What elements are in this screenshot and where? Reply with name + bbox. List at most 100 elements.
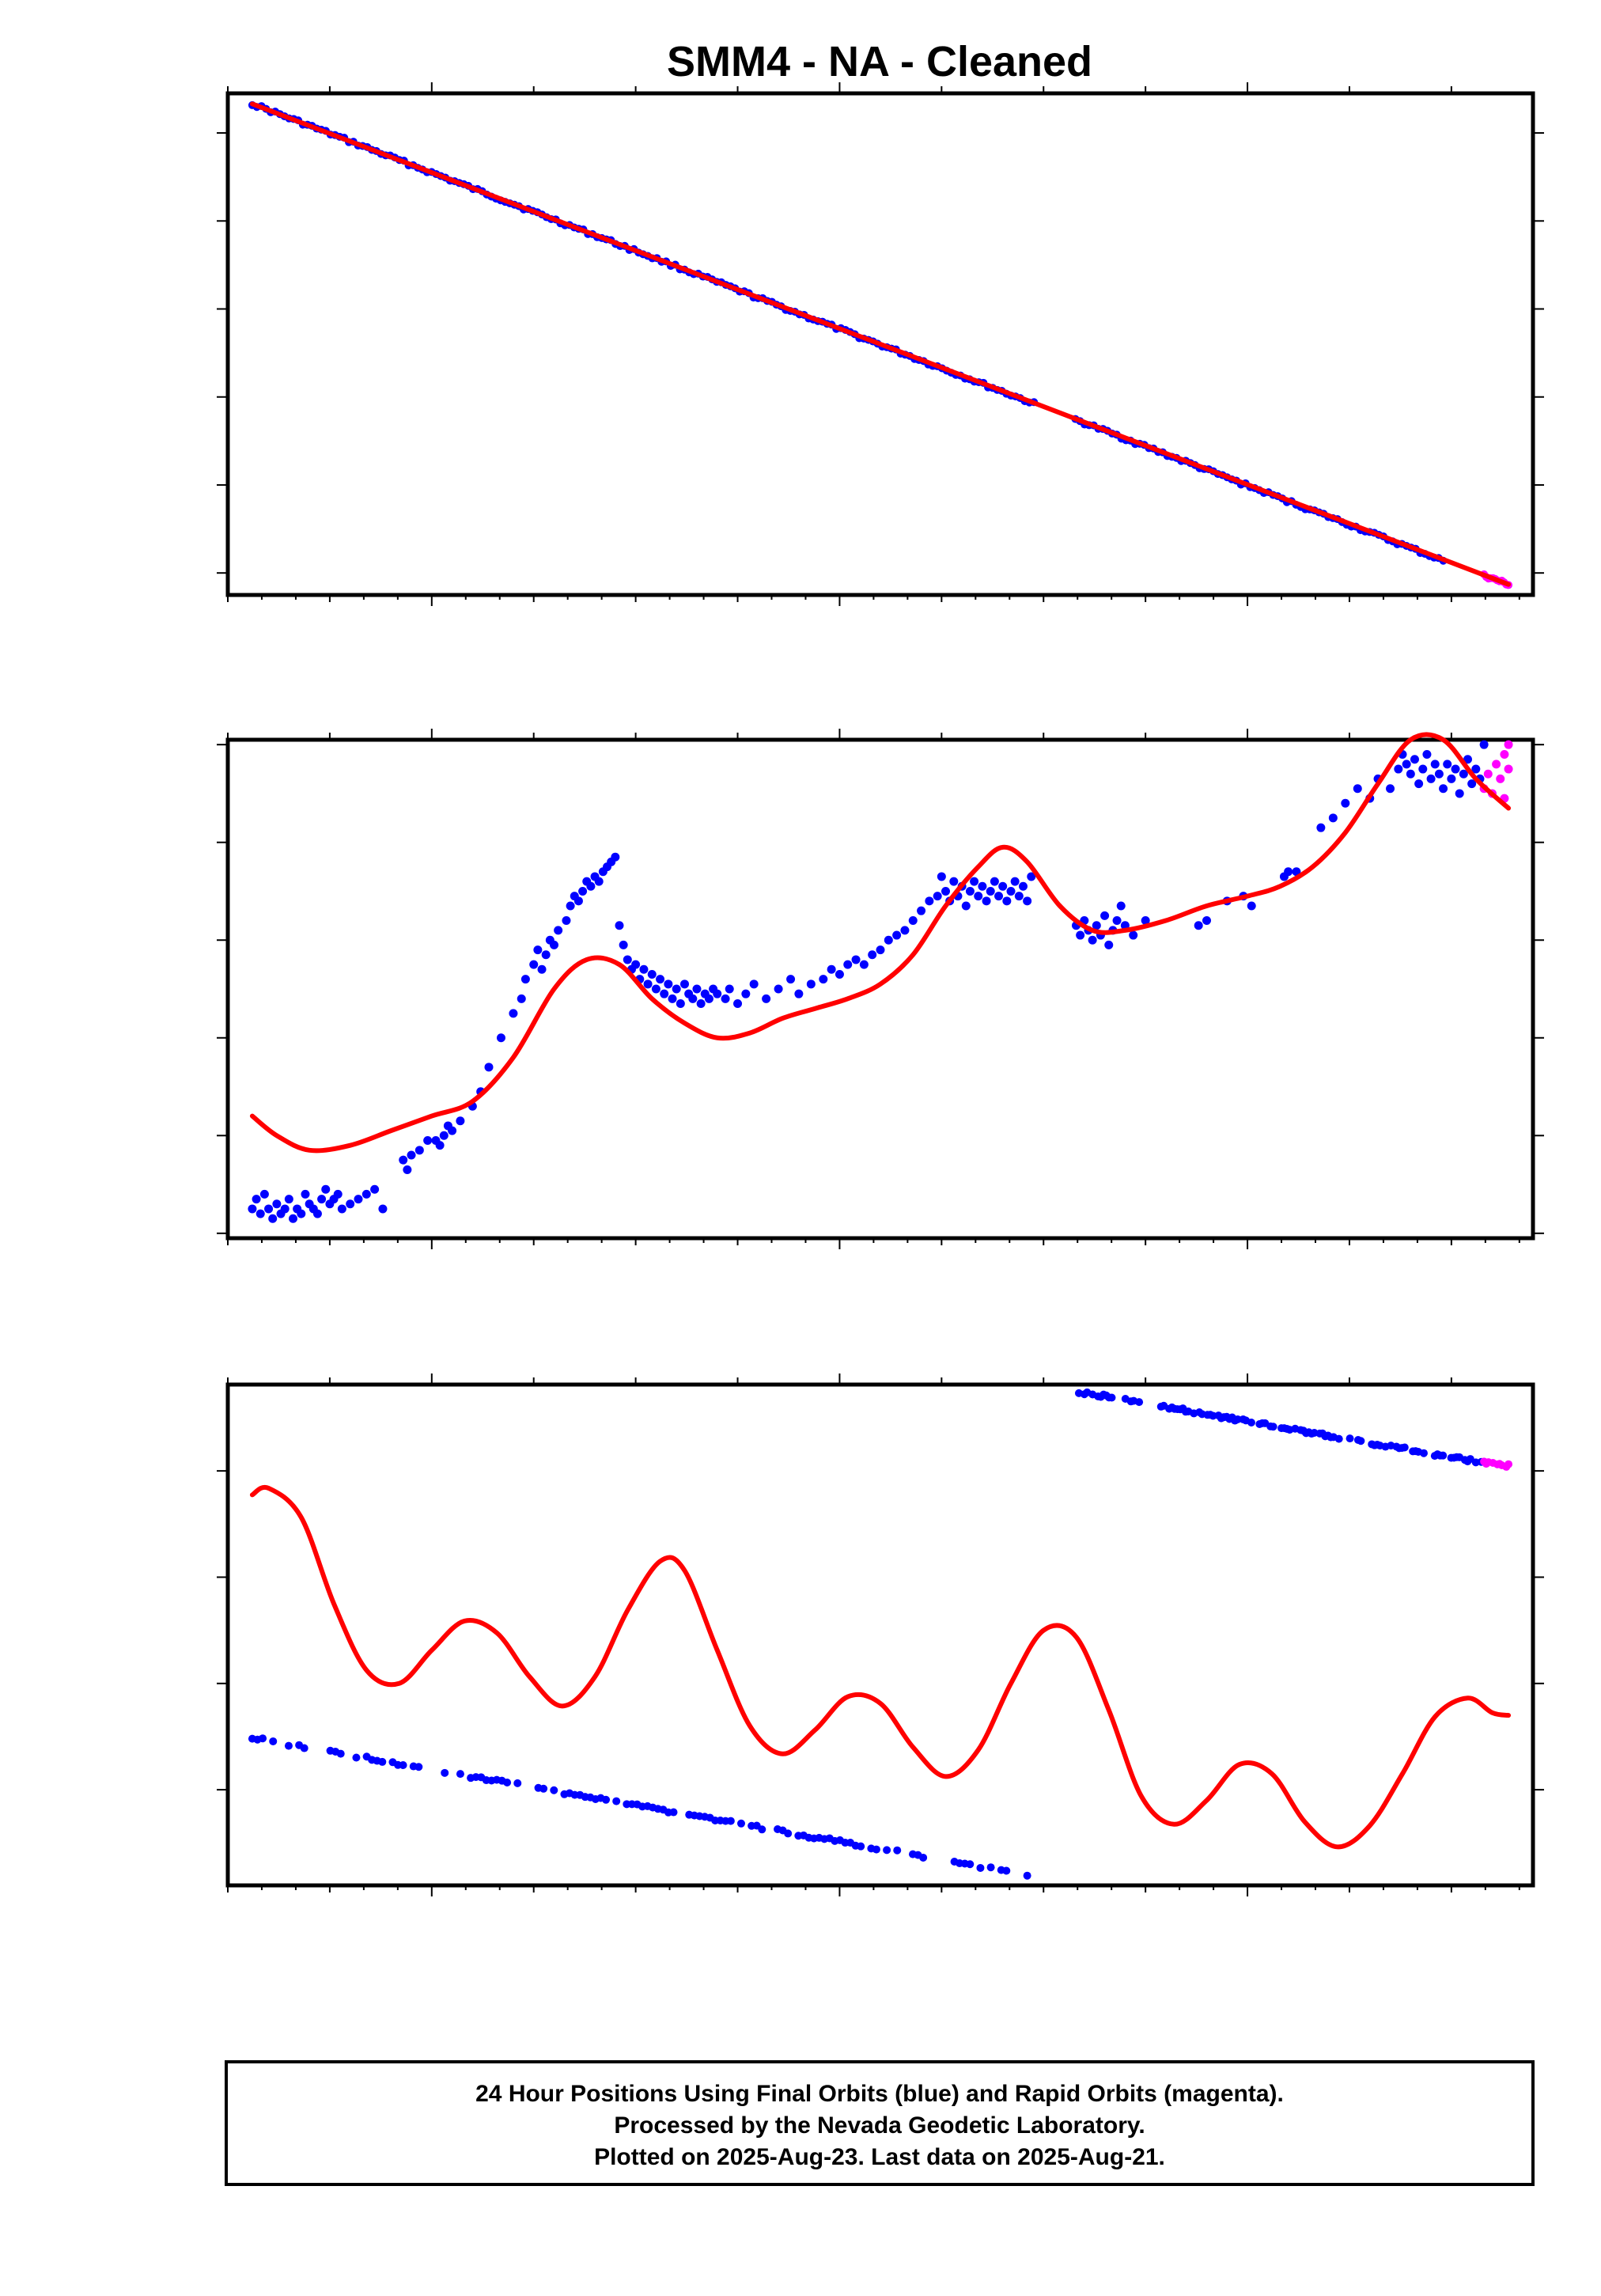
final-orbit-point xyxy=(669,1808,678,1817)
final-orbit-point xyxy=(496,1033,505,1043)
final-orbit-point xyxy=(1430,760,1440,769)
final-orbit-point xyxy=(539,1784,548,1793)
model-fit-curve xyxy=(249,1484,1512,1850)
final-orbit-point xyxy=(1316,823,1326,832)
final-orbit-point xyxy=(566,901,575,911)
final-orbit-point xyxy=(1247,1418,1255,1426)
east-panel xyxy=(217,82,1544,606)
final-orbit-point xyxy=(554,926,563,935)
final-orbit-point xyxy=(1357,1437,1365,1445)
final-orbit-point xyxy=(941,886,950,896)
final-orbit-point xyxy=(619,940,628,949)
final-orbit-point xyxy=(1443,760,1452,769)
rapid-orbit-point xyxy=(1492,760,1501,769)
final-orbit-point xyxy=(399,1155,408,1165)
final-orbit-point xyxy=(301,1189,310,1199)
final-orbit-point xyxy=(1346,1434,1354,1443)
footer-box: 24 Hour Positions Using Final Orbits (bl… xyxy=(225,2060,1535,2186)
final-orbit-point xyxy=(1247,901,1256,911)
final-orbit-point xyxy=(1439,1451,1448,1460)
final-orbit-point xyxy=(456,1116,465,1126)
final-orbit-point xyxy=(843,960,853,969)
final-orbit-point xyxy=(876,945,885,955)
final-orbit-point xyxy=(1341,798,1350,808)
final-orbit-point xyxy=(550,1786,558,1794)
model-fit-curve xyxy=(249,101,1512,587)
final-orbit-point xyxy=(660,989,669,998)
final-orbit-point xyxy=(1459,769,1468,779)
final-orbit-point xyxy=(1328,813,1338,823)
final-orbit-point xyxy=(1400,1443,1409,1452)
final-orbit-point xyxy=(978,881,987,891)
final-orbit-point xyxy=(248,1204,257,1214)
final-orbit-point xyxy=(537,964,547,974)
final-orbit-point xyxy=(1419,1449,1428,1457)
final-orbit-point xyxy=(827,964,836,974)
final-orbit-point xyxy=(1116,901,1126,911)
final-orbit-point xyxy=(851,955,861,964)
final-orbit-point xyxy=(423,1135,433,1145)
final-orbit-point xyxy=(615,921,624,930)
final-orbit-point xyxy=(1284,867,1293,877)
final-orbit-point xyxy=(774,984,783,994)
final-orbit-point xyxy=(868,950,877,960)
final-orbit-point xyxy=(994,892,1004,901)
final-orbit-point xyxy=(1418,764,1428,774)
final-orbit-point xyxy=(399,1761,407,1770)
final-orbit-point xyxy=(1439,784,1448,794)
final-orbit-point xyxy=(883,1846,891,1855)
final-orbit-point xyxy=(1129,930,1138,940)
final-orbit-point xyxy=(272,1199,282,1209)
final-orbit-point xyxy=(520,975,530,984)
final-orbit-point xyxy=(533,945,543,955)
final-orbit-point xyxy=(1088,935,1097,945)
final-orbit-point xyxy=(1014,892,1024,901)
final-orbit-point xyxy=(378,1204,388,1214)
final-orbit-point xyxy=(1455,789,1464,798)
final-orbit-point xyxy=(269,1737,278,1745)
final-orbit-point xyxy=(762,994,771,1003)
final-orbit-point xyxy=(1027,872,1036,881)
final-orbit-point xyxy=(435,1141,445,1150)
final-orbit-point xyxy=(414,1763,423,1771)
final-orbit-point xyxy=(594,877,604,886)
final-orbit-point xyxy=(692,984,702,994)
final-orbit-point xyxy=(961,901,971,911)
rapid-orbit-point xyxy=(1483,769,1493,779)
footer-line-3: Plotted on 2025-Aug-23. Last data on 202… xyxy=(594,2144,1165,2170)
final-orbit-point xyxy=(656,975,665,984)
final-orbit-point xyxy=(643,979,653,989)
final-orbit-point xyxy=(696,999,706,1009)
final-orbit-point xyxy=(337,1204,346,1214)
final-orbit-point xyxy=(1006,886,1016,896)
final-orbit-point xyxy=(1394,764,1403,774)
final-orbit-point xyxy=(297,1209,306,1218)
final-orbit-point xyxy=(529,960,539,969)
final-orbit-point xyxy=(908,916,918,926)
final-orbit-point xyxy=(741,989,751,998)
final-orbit-point xyxy=(1002,1866,1011,1875)
final-orbit-point xyxy=(336,1749,345,1758)
final-orbit-point xyxy=(513,1779,522,1787)
final-orbit-point xyxy=(1076,930,1085,940)
final-orbit-point xyxy=(925,896,934,906)
final-orbit-point xyxy=(965,886,975,896)
final-orbit-point xyxy=(509,1009,518,1018)
final-orbit-point xyxy=(361,1189,371,1199)
final-orbit-point xyxy=(680,979,689,989)
final-orbit-point xyxy=(1422,750,1432,760)
final-orbit-point xyxy=(1018,881,1028,891)
final-orbit-point xyxy=(280,1204,290,1214)
final-orbit-point xyxy=(407,1150,416,1160)
final-orbit-point xyxy=(949,877,959,886)
final-orbit-point xyxy=(672,984,681,994)
final-orbit-point xyxy=(982,896,991,906)
final-orbit-point xyxy=(611,852,620,862)
final-orbit-point xyxy=(857,1842,865,1851)
final-orbit-point xyxy=(749,979,759,989)
final-orbit-point xyxy=(1010,877,1020,886)
final-orbit-point xyxy=(284,1195,293,1204)
final-orbit-point xyxy=(1233,1415,1242,1423)
final-orbit-point xyxy=(884,935,893,945)
final-orbit-point xyxy=(1092,921,1101,930)
